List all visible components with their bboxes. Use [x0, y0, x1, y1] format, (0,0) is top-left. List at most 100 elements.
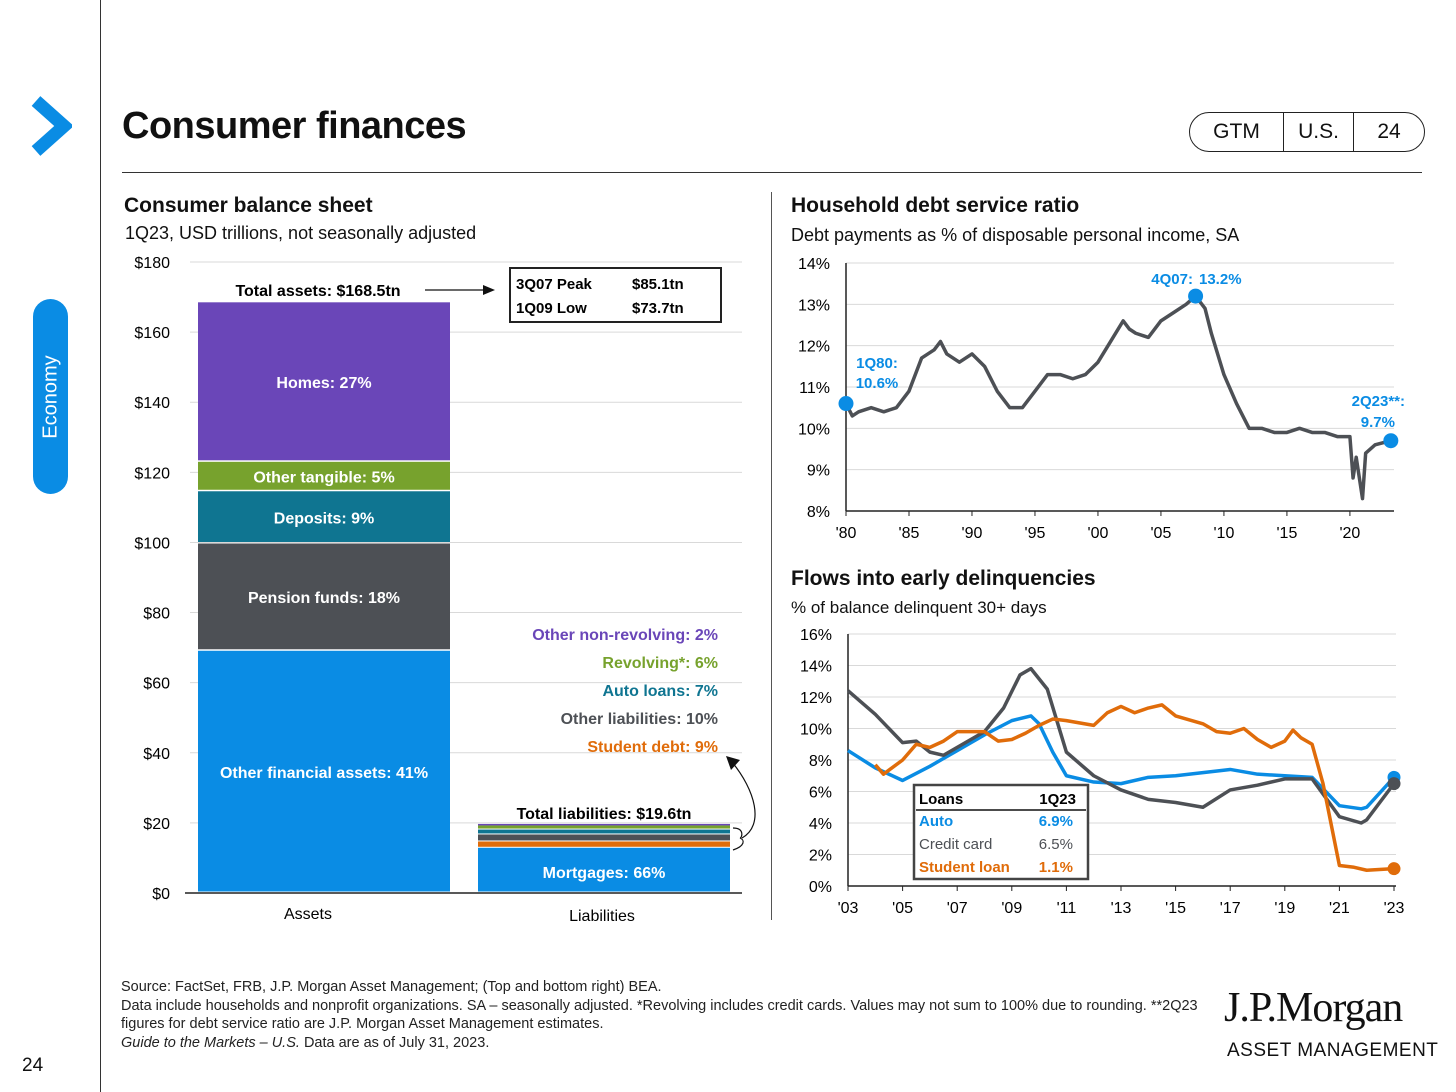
y-tick-label: 10% [798, 421, 830, 438]
liability-bar-segment [478, 823, 730, 826]
y-tick-label: 16% [800, 627, 832, 644]
peak-label: 3Q07 Peak [516, 276, 593, 293]
x-tick-label: '15 [1276, 525, 1297, 542]
asset-segment-label: Other financial assets: 41% [220, 765, 428, 782]
jpmorgan-logo: J.P.Morgan [1224, 985, 1403, 1031]
page-title: Consumer finances [122, 105, 467, 147]
liability-bar-segment [478, 829, 730, 834]
marker-label: 2Q23**: [1352, 393, 1405, 410]
x-tick-label: '07 [947, 900, 968, 917]
liability-segment-label: Mortgages: 66% [543, 865, 666, 882]
asset-segment-label: Homes: 27% [276, 375, 371, 392]
x-tick-label: '05 [1151, 525, 1172, 542]
delinq-title: Flows into early delinquencies [791, 567, 1096, 590]
x-tick-label: '95 [1025, 525, 1046, 542]
y-tick-label: 8% [807, 504, 830, 521]
x-tick-label: '09 [1001, 900, 1022, 917]
y-tick-label: 14% [798, 256, 830, 273]
badge-region: U.S. [1284, 113, 1354, 151]
total-liabilities-label: Total liabilities: $19.6tn [517, 806, 692, 823]
low-label: 1Q09 Low [516, 300, 587, 317]
badge-page: 24 [1377, 120, 1401, 143]
y-tick-label: 13% [798, 297, 830, 314]
x-tick-label: '11 [1057, 900, 1077, 917]
x-tick-label: '90 [962, 525, 983, 542]
legend-value: 6.5% [1039, 836, 1073, 853]
gtm-badge: GTM U.S. 24 [1189, 112, 1425, 152]
panel-divider [771, 192, 772, 920]
marker-point [1383, 433, 1399, 449]
low-value: $73.7tn [632, 300, 684, 317]
y-tick-label: 2% [809, 848, 832, 865]
y-tick-label: $40 [143, 746, 170, 763]
legend-value: 1.1% [1039, 859, 1073, 876]
series-line-student-loan [873, 703, 1395, 872]
delinq-subtitle: % of balance delinquent 30+ days [791, 598, 1047, 617]
as-of-note: Data are as of July 31, 2023. [299, 1034, 490, 1051]
liability-legend-label: Revolving*: 6% [602, 655, 718, 672]
liability-bar-segment [478, 834, 730, 841]
marker-value: 10.6% [856, 375, 899, 392]
y-tick-label: $140 [134, 395, 170, 412]
x-tick-label: '15 [1165, 900, 1186, 917]
legend-value: 6.9% [1039, 813, 1073, 830]
legend-header: 1Q23 [1039, 791, 1076, 808]
y-tick-label: $120 [134, 465, 170, 482]
x-tick-label: Liabilities [569, 908, 635, 925]
guide-title: Guide to the Markets – U.S. [121, 1034, 300, 1051]
x-tick-label: '10 [1214, 525, 1235, 542]
y-tick-label: 0% [809, 879, 832, 896]
legend-label: Auto [919, 813, 953, 830]
section-tab-economy[interactable]: Economy [33, 299, 68, 494]
x-tick-label: '17 [1220, 900, 1241, 917]
liability-legend-label: Other liabilities: 10% [561, 711, 718, 728]
debt-service-chart: 8% 9% 10% 11% 12% 13% 14% '80 '85 '90 '95 '00 '05 '10… [798, 256, 1405, 542]
x-tick-label: '19 [1274, 900, 1295, 917]
x-tick-label: '21 [1329, 900, 1350, 917]
peak-value: $85.1tn [632, 276, 684, 293]
liability-bar-segment [478, 847, 730, 892]
liability-bar-segment [478, 825, 730, 829]
x-tick-label: '23 [1384, 900, 1405, 917]
x-tick-label: '80 [836, 525, 857, 542]
legend-label: Student loan [919, 859, 1010, 876]
y-tick-label: 6% [809, 785, 832, 802]
dsr-subtitle: Debt payments as % of disposable persona… [791, 225, 1240, 245]
y-tick-label: 10% [800, 722, 832, 739]
x-tick-label: '85 [899, 525, 920, 542]
y-tick-label: 14% [800, 659, 832, 676]
x-tick-label: '20 [1339, 525, 1360, 542]
x-tick-label: Assets [284, 906, 332, 923]
asset-segment-label: Pension funds: 18% [248, 590, 400, 607]
y-tick-label: $160 [134, 325, 170, 342]
asset-bar-segment [198, 302, 450, 461]
marker-label: 4Q07: [1151, 271, 1193, 288]
x-tick-label: '05 [892, 900, 913, 917]
balance-sheet-subtitle: 1Q23, USD trillions, not seasonally adju… [125, 223, 477, 243]
asset-segment-label: Deposits: 9% [274, 510, 374, 527]
y-tick-label: 12% [798, 339, 830, 356]
asset-segment-label: Other tangible: 5% [253, 470, 394, 487]
arrow-line [731, 761, 756, 839]
marker-point [838, 396, 854, 412]
y-tick-label: $60 [143, 676, 170, 693]
asset-bar-segment [198, 650, 450, 892]
marker-value: 9.7% [1361, 414, 1395, 431]
y-tick-label: $80 [143, 606, 170, 623]
liability-legend-label: Other non-revolving: 2% [532, 627, 718, 644]
y-tick-label: 12% [800, 690, 832, 707]
delinquency-chart: 0% 2% 4% 6% 8% 10% 12% 14% 16% '03 '05 '07 '09 '11 '13… [800, 627, 1405, 917]
source-note: Source: FactSet, FRB, J.P. Morgan Asset … [121, 979, 662, 995]
y-tick-label: 8% [809, 753, 832, 770]
chevron-right-icon [31, 96, 72, 156]
marker-label: 1Q80: [856, 355, 898, 372]
legend-label: Credit card [919, 836, 992, 853]
series-line-credit-card [846, 666, 1396, 825]
asset-bar-segment [198, 461, 450, 490]
y-tick-label: 11% [799, 380, 830, 397]
arrow-head-icon [726, 756, 740, 770]
x-tick-label: '13 [1111, 900, 1132, 917]
marker-point [1188, 288, 1204, 304]
balance-sheet-chart: $0 $20 $40 $60 $80 $100 $120 $140 $160 $180 Other … [134, 255, 756, 925]
peak-low-box [509, 267, 722, 323]
